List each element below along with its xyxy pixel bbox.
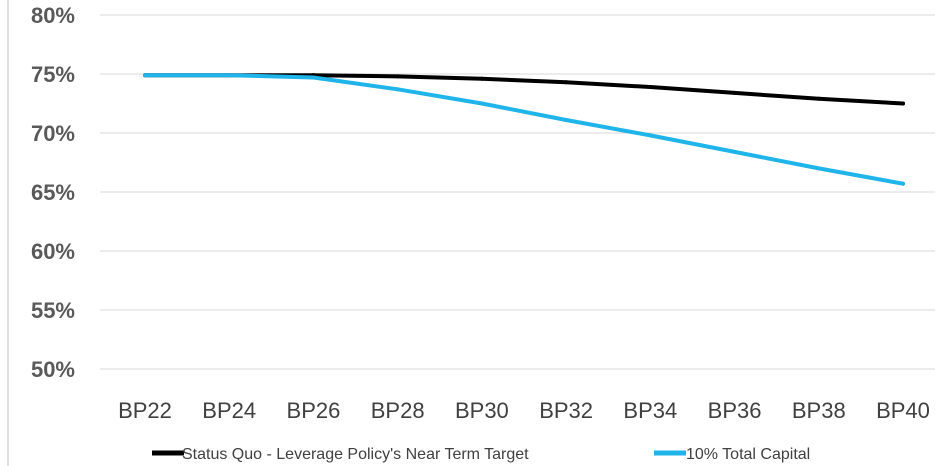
data-point: [648, 84, 653, 89]
data-point: [564, 118, 569, 123]
y-tick-label: 70%: [31, 121, 75, 146]
data-point: [479, 76, 484, 81]
y-tick-label: 60%: [31, 239, 75, 264]
data-point: [901, 181, 905, 186]
x-tick-label: BP22: [118, 398, 172, 423]
data-point: [479, 101, 484, 106]
x-axis-ticks: BP22 BP24 BP26 BP28 BP30 BP32 BP34 BP36 BP38 BP40: [118, 398, 930, 423]
y-axis-ticks: 50% 55% 60% 65% 70% 75% 80%: [31, 3, 75, 382]
gridlines: [100, 14, 935, 370]
x-tick-label: BP30: [455, 398, 509, 423]
data-point: [732, 90, 737, 95]
y-tick-label: 80%: [31, 3, 75, 28]
data-point: [311, 75, 316, 80]
data-point: [816, 166, 821, 171]
x-tick-label: BP26: [287, 398, 341, 423]
data-point: [395, 87, 400, 92]
series-line-0: [143, 73, 905, 106]
legend-label-total-capital: 10% Total Capital: [686, 446, 810, 463]
legend-label-status-quo: Status Quo - Leverage Policy's Near Term…: [182, 446, 529, 463]
data-point: [732, 149, 737, 154]
y-tick-label: 55%: [31, 298, 75, 323]
x-tick-label: BP28: [371, 398, 425, 423]
data-point: [227, 73, 232, 78]
x-tick-label: BP40: [876, 398, 930, 423]
x-tick-label: BP24: [202, 398, 256, 423]
x-tick-label: BP32: [539, 398, 593, 423]
series-lines: [143, 73, 905, 186]
x-tick-label: BP36: [708, 398, 762, 423]
data-point: [901, 101, 905, 106]
data-point: [816, 96, 821, 101]
x-tick-label: BP38: [792, 398, 846, 423]
data-point: [648, 133, 653, 138]
data-point: [395, 74, 400, 79]
y-tick-label: 75%: [31, 62, 75, 87]
legend: Status Quo - Leverage Policy's Near Term…: [152, 446, 810, 463]
series-line-1: [143, 73, 905, 186]
y-tick-label: 50%: [31, 357, 75, 382]
y-tick-label: 65%: [31, 180, 75, 205]
data-point: [564, 80, 569, 85]
x-tick-label: BP34: [623, 398, 677, 423]
data-point: [143, 73, 147, 78]
